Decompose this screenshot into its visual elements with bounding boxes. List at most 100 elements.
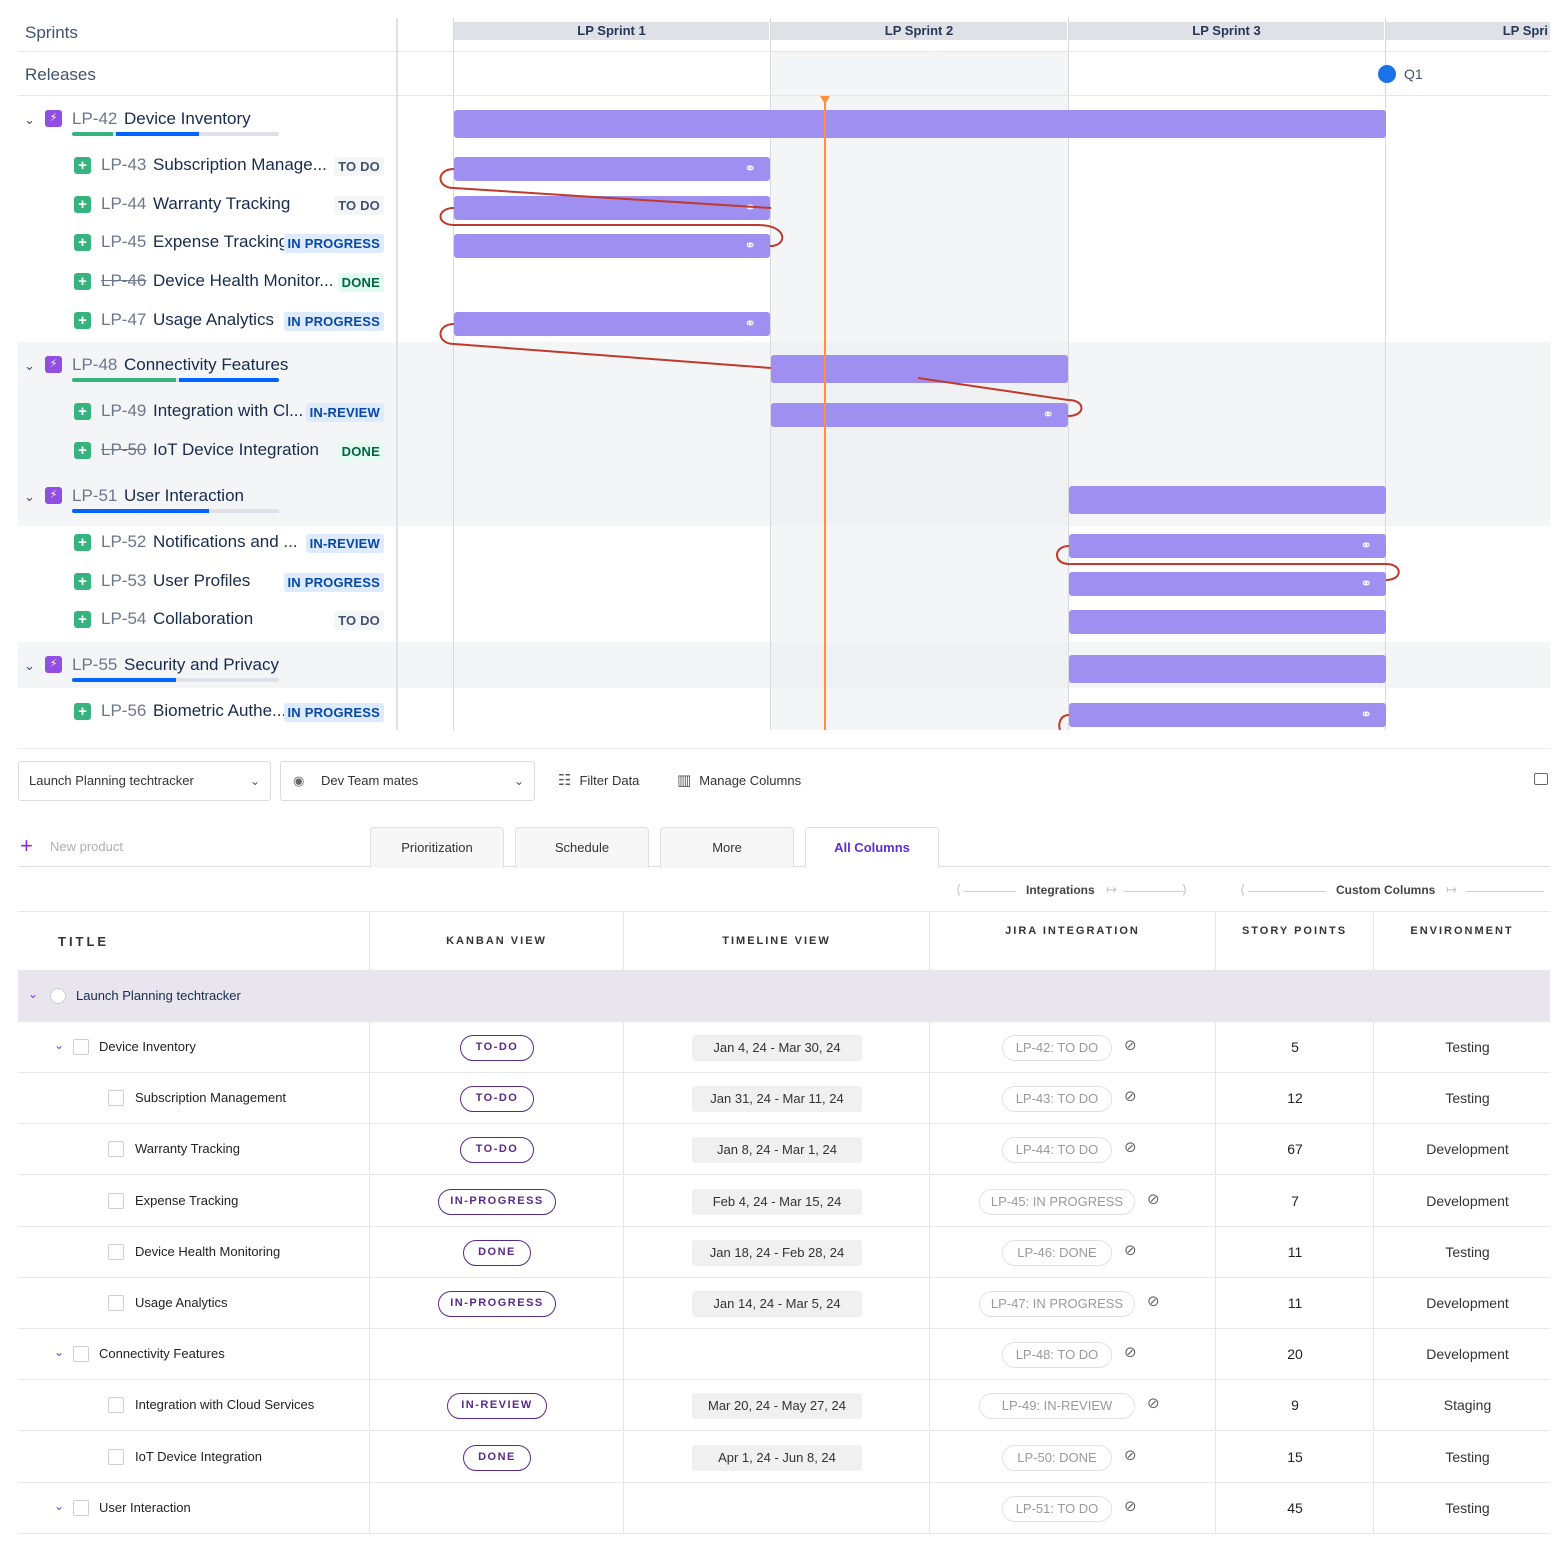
status-badge[interactable]: TO DO xyxy=(334,157,384,176)
chevron-down-icon[interactable]: ⌄ xyxy=(24,658,35,673)
date-range[interactable]: Jan 4, 24 - Mar 30, 24 xyxy=(692,1035,862,1061)
chevron-down-icon[interactable]: ⌄ xyxy=(24,489,35,504)
status-badge[interactable]: IN-REVIEW xyxy=(305,534,384,553)
jira-issue-chip[interactable]: LP-42: TO DO xyxy=(1002,1035,1112,1061)
expand-icon[interactable]: ↦ xyxy=(1106,882,1117,897)
unlink-icon[interactable]: ⊘ xyxy=(1147,1293,1160,1310)
row-checkbox[interactable] xyxy=(108,1243,124,1260)
status-badge[interactable]: IN PROGRESS xyxy=(283,312,384,331)
issue-key[interactable]: LP-44 xyxy=(101,194,147,213)
environment-value[interactable]: Testing xyxy=(1445,1039,1490,1055)
chevron-down-icon[interactable]: ⌄ xyxy=(54,1345,65,1360)
row-title[interactable]: Usage Analytics xyxy=(135,1295,228,1310)
date-range[interactable]: Mar 20, 24 - May 27, 24 xyxy=(692,1393,862,1420)
table-row[interactable]: ⌄ Connectivity Features LP-48: TO DO ⊘ 20 Dev… xyxy=(18,1329,1550,1381)
unlink-icon[interactable]: ⊘ xyxy=(1124,1037,1137,1054)
story-row[interactable]: + LP-50 IoT Device Integration DONE xyxy=(18,437,398,471)
table-row[interactable]: Integration with Cloud Services IN-REVIEW… xyxy=(18,1380,1550,1432)
column-environment[interactable]: ENVIRONMENT xyxy=(1373,912,1550,972)
status-badge[interactable]: TO DO xyxy=(334,611,384,630)
table-row[interactable]: IoT Device Integration DONE Apr 1, 24 - Ju… xyxy=(18,1431,1550,1483)
issue-key[interactable]: LP-43 xyxy=(101,155,147,174)
story-timeline-bar[interactable]: ⚭ xyxy=(1069,572,1386,596)
story-points-value[interactable]: 5 xyxy=(1291,1039,1299,1055)
status-badge[interactable]: IN PROGRESS xyxy=(283,573,384,592)
row-title[interactable]: Connectivity Features xyxy=(99,1346,225,1362)
row-title[interactable]: Warranty Tracking xyxy=(135,1141,240,1157)
epic-row[interactable]: ⌄ ⚡ LP-42 Device Inventory xyxy=(18,106,398,140)
release-marker[interactable] xyxy=(1378,65,1396,83)
link-icon[interactable]: ⚭ xyxy=(1042,406,1054,422)
issue-key[interactable]: LP-56 xyxy=(101,701,147,720)
date-range[interactable]: Jan 31, 24 - Mar 11, 24 xyxy=(692,1086,862,1113)
status-badge[interactable]: IN-REVIEW xyxy=(305,403,384,422)
status-badge[interactable]: IN PROGRESS xyxy=(283,703,384,722)
column-title[interactable]: TITLE xyxy=(18,912,369,972)
jira-issue-chip[interactable]: LP-47: IN PROGRESS xyxy=(979,1291,1135,1317)
row-checkbox[interactable] xyxy=(73,1039,89,1055)
kanban-status-pill[interactable]: IN-REVIEW xyxy=(447,1393,547,1420)
kanban-status-pill[interactable]: IN-PROGRESS xyxy=(438,1291,556,1317)
table-row[interactable]: Subscription Management TO-DO Jan 31, 24 -… xyxy=(18,1073,1550,1125)
column-story-points[interactable]: STORY POINTS xyxy=(1215,912,1373,972)
issue-key[interactable]: LP-52 xyxy=(101,532,147,551)
link-icon[interactable]: ⚭ xyxy=(1360,706,1372,722)
chevron-left-icon[interactable]: ⟨ xyxy=(1240,882,1246,897)
row-title[interactable]: Device Health Monitoring xyxy=(135,1243,281,1259)
story-timeline-bar[interactable]: ⚭ xyxy=(454,312,770,336)
environment-value[interactable]: Development xyxy=(1426,1141,1509,1158)
epic-timeline-bar[interactable] xyxy=(1069,486,1386,514)
unlink-icon[interactable]: ⊘ xyxy=(1124,1344,1137,1362)
unlink-icon[interactable]: ⊘ xyxy=(1147,1190,1160,1208)
jira-issue-chip[interactable]: LP-50: DONE xyxy=(1002,1444,1112,1471)
story-timeline-bar[interactable] xyxy=(1069,610,1386,634)
dependency-line[interactable] xyxy=(439,168,772,209)
status-badge[interactable]: DONE xyxy=(337,273,384,292)
table-row-root[interactable]: ⌄ Launch Planning techtracker xyxy=(18,971,1550,1022)
status-badge[interactable]: IN PROGRESS xyxy=(283,234,384,253)
story-points-value[interactable]: 11 xyxy=(1287,1295,1303,1311)
unlink-icon[interactable]: ⊘ xyxy=(1124,1088,1137,1106)
row-checkbox[interactable] xyxy=(73,1499,89,1516)
story-row[interactable]: + LP-52 Notifications and ... IN-REVIEW xyxy=(18,529,398,563)
issue-key[interactable]: LP-48 xyxy=(72,355,118,374)
unlink-icon[interactable]: ⊘ xyxy=(1124,1139,1137,1157)
jira-issue-chip[interactable]: LP-51: TO DO xyxy=(1002,1495,1112,1522)
unlink-icon[interactable]: ⊘ xyxy=(1147,1395,1160,1413)
filter-data-button[interactable]: ☷ Filter Data xyxy=(558,761,639,801)
dependency-line[interactable] xyxy=(439,323,772,369)
epic-row[interactable]: ⌄ ⚡ LP-48 Connectivity Features xyxy=(18,352,398,386)
story-points-value[interactable]: 45 xyxy=(1287,1499,1303,1516)
issue-key[interactable]: LP-47 xyxy=(101,310,147,329)
row-checkbox[interactable] xyxy=(108,1295,124,1311)
environment-value[interactable]: Testing xyxy=(1445,1499,1490,1516)
chevron-down-icon[interactable]: ⌄ xyxy=(54,1038,65,1052)
chevron-left-icon[interactable]: ⟨ xyxy=(956,882,962,897)
archive-icon[interactable] xyxy=(1534,773,1548,785)
jira-issue-chip[interactable]: LP-45: IN PROGRESS xyxy=(979,1188,1135,1215)
row-title[interactable]: Expense Tracking xyxy=(135,1192,239,1208)
issue-key[interactable]: LP-42 xyxy=(72,109,118,128)
issue-key[interactable]: LP-50 xyxy=(101,440,147,459)
row-checkbox[interactable] xyxy=(73,1346,89,1363)
chevron-right-icon[interactable]: ⟩ xyxy=(1182,882,1188,897)
environment-value[interactable]: Development xyxy=(1426,1295,1509,1311)
row-radio[interactable] xyxy=(50,988,66,1004)
story-row[interactable]: + LP-44 Warranty Tracking TO DO xyxy=(18,191,398,225)
column-jira-integration[interactable]: JIRA INTEGRATION xyxy=(929,912,1215,972)
story-timeline-bar[interactable]: ⚭ xyxy=(1069,703,1386,727)
table-row[interactable]: ⌄ User Interaction LP-51: TO DO ⊘ 45 Testing xyxy=(18,1482,1550,1534)
dependency-line[interactable] xyxy=(1056,545,1400,581)
tab-more[interactable]: More xyxy=(660,827,794,868)
jira-issue-chip[interactable]: LP-46: DONE xyxy=(1002,1239,1112,1266)
jira-issue-chip[interactable]: LP-49: IN-REVIEW xyxy=(979,1393,1135,1420)
kanban-status-pill[interactable]: IN-PROGRESS xyxy=(438,1188,556,1215)
unlink-icon[interactable]: ⊘ xyxy=(1124,1241,1137,1259)
expand-icon[interactable]: ↦ xyxy=(1446,882,1457,897)
date-range[interactable]: Apr 1, 24 - Jun 8, 24 xyxy=(692,1444,862,1471)
epic-timeline-bar[interactable] xyxy=(1069,655,1386,683)
story-timeline-bar[interactable]: ⚭ xyxy=(1069,534,1386,558)
status-badge[interactable]: DONE xyxy=(337,442,384,461)
chevron-down-icon[interactable]: ⌄ xyxy=(54,1498,65,1513)
issue-key[interactable]: LP-49 xyxy=(101,401,147,420)
